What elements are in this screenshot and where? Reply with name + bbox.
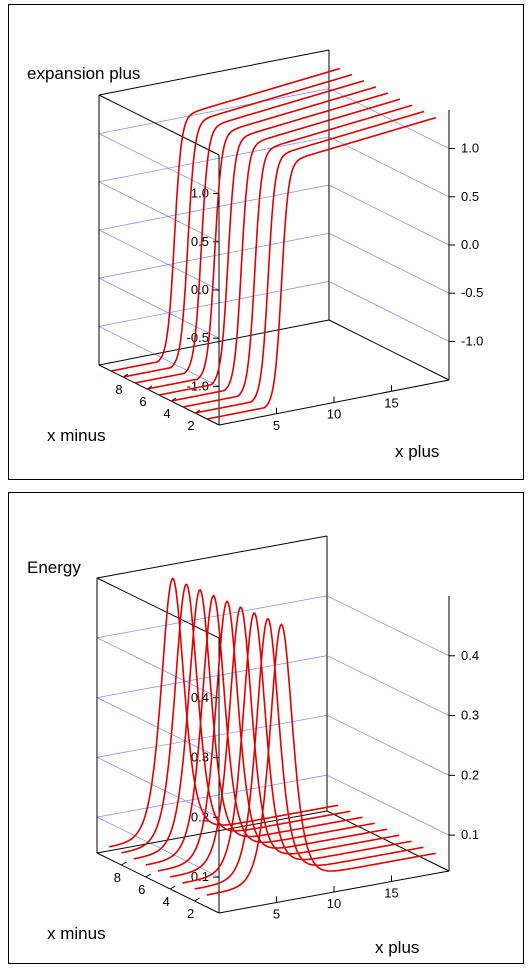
chart-title: expansion plus [27, 64, 140, 83]
gridline-right [328, 136, 450, 198]
data-line [109, 577, 339, 848]
z-tick-label-left: -1.0 [187, 378, 209, 393]
right-axis-line [326, 810, 450, 872]
data-line [194, 617, 424, 890]
axis-frame-line [98, 94, 220, 156]
x-tick-label: 10 [327, 407, 341, 422]
z-tick-label-right: -1.0 [461, 333, 483, 348]
y-tick-label: 4 [163, 406, 170, 421]
data-line [145, 594, 375, 866]
gridline-right [326, 715, 450, 776]
x-axis-label: x plus [375, 938, 419, 957]
z-tick-label-left: -0.5 [187, 330, 209, 345]
y-tick [145, 873, 152, 878]
y-tick [169, 885, 176, 890]
axis-frame-line [96, 852, 220, 914]
gridline-right [328, 88, 450, 149]
z-tick-label-right: 0.5 [461, 189, 479, 204]
z-tick-label-left: 0.4 [191, 690, 209, 705]
data-line [194, 110, 425, 414]
z-tick-label-right: 1.0 [461, 141, 479, 156]
z-tick-label-right: 0.2 [461, 767, 479, 782]
gridline-right [328, 232, 450, 294]
chart-panel-expansion-plus: expansion plus x minus x plus -1.0 -0.5 0.… [8, 4, 524, 480]
z-tick-label-left: 1.0 [191, 186, 209, 201]
data-line [134, 80, 365, 384]
y-tick [121, 861, 127, 866]
chart-expansion-plus: expansion plus x minus x plus -1.0 -0.5 0.… [27, 49, 483, 461]
y-tick-label: 4 [163, 894, 170, 909]
gridline-right [328, 281, 450, 342]
y-tick-label: 6 [139, 394, 146, 409]
z-tick-label-right: 0.3 [461, 708, 479, 723]
gridline-right [328, 184, 450, 246]
x-tick-label: 5 [273, 907, 280, 922]
y-tick-label: 2 [187, 418, 194, 433]
data-line [182, 612, 412, 884]
gridline-right [326, 655, 450, 716]
axis-frame-line [98, 319, 330, 366]
z-tick-label-left: 0.0 [191, 282, 209, 297]
data-line [206, 623, 436, 896]
gridline [95, 595, 328, 699]
gridline [97, 88, 330, 194]
data-line [157, 600, 388, 872]
y-axis-label: x minus [47, 426, 106, 445]
data-line [182, 104, 413, 408]
gridline [97, 232, 330, 339]
y-tick [194, 897, 200, 902]
gridline [97, 281, 330, 387]
chart-panel-energy: Energy x minus x plus 0.1 0.2 0.3 0.4 0.1 0.2… [8, 492, 524, 964]
data-line [146, 86, 377, 390]
x-tick-label: 5 [273, 418, 280, 433]
x-tick-label: 15 [384, 395, 398, 410]
y-tick-label: 8 [114, 870, 121, 885]
z-tick-label-right: 0.1 [461, 827, 479, 842]
data-line [110, 67, 341, 372]
y-tick-label: 6 [138, 882, 145, 897]
data-line [121, 583, 351, 854]
chart-energy: Energy x minus x plus 0.10.20.30.40.10.2… [27, 535, 479, 957]
data-line [206, 116, 437, 420]
data-line [169, 606, 400, 878]
gridline-right [326, 774, 450, 836]
data-line [158, 92, 389, 396]
x-axis-label: x plus [395, 442, 439, 461]
axis-frame-line [98, 49, 330, 96]
data-line [122, 73, 353, 378]
z-tick-label-left: 0.5 [191, 234, 209, 249]
z-tick-label-right: 0.0 [461, 237, 479, 252]
gridline-right [326, 595, 450, 657]
y-axis-label: x minus [47, 924, 106, 943]
y-tick-label: 8 [115, 382, 122, 397]
right-axis-line [328, 319, 450, 381]
axis-frame-line [96, 535, 328, 579]
z-tick-label-left: 0.3 [191, 750, 209, 765]
axis-frame-line [96, 577, 220, 639]
gridline [95, 774, 328, 878]
z-tick-label-right: -0.5 [461, 285, 483, 300]
z-tick-label-right: 0.4 [461, 648, 479, 663]
x-tick-label: 15 [384, 886, 398, 901]
x-tick-label: 10 [327, 896, 341, 911]
chart-title: Energy [27, 558, 81, 577]
data-line [170, 98, 401, 402]
y-tick-label: 2 [187, 906, 194, 921]
